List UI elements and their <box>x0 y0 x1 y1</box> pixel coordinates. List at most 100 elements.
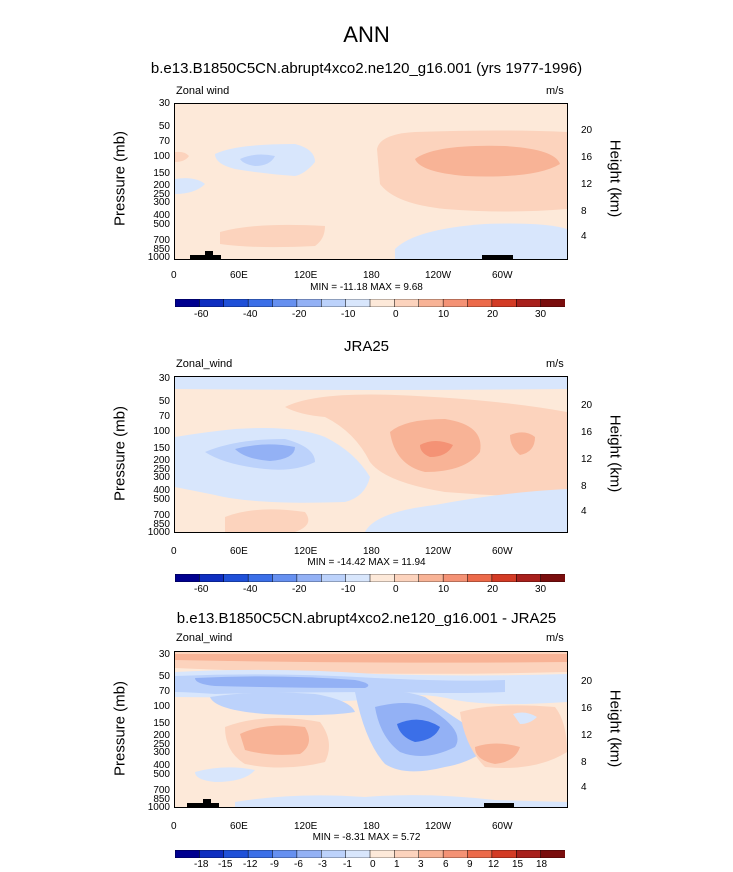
panel-2-y2tick-20: 20 <box>581 400 593 411</box>
colorbar-swatch <box>199 574 225 582</box>
panel-3-cb-label-n12: -12 <box>243 859 258 870</box>
panel-1-ytick-100: 100 <box>153 151 170 162</box>
colorbar-swatch <box>175 850 200 858</box>
panel-3-cb-label-15: 15 <box>512 859 524 870</box>
panel-2-colorbar <box>175 574 565 582</box>
panel-2-units: m/s <box>546 358 564 370</box>
panel-1-cb-label-n60: -60 <box>194 309 209 320</box>
panel-2-y2tick-12: 12 <box>581 454 593 465</box>
panel-3-left-label: Zonal_wind <box>176 632 233 644</box>
panel-1-cb-label-n10: -10 <box>341 309 356 320</box>
p3-blue-mid <box>210 692 355 716</box>
panel-3-xtick-180: 180 <box>363 821 380 832</box>
panel-3-ytick-500: 500 <box>153 769 170 780</box>
panel-1-xtick-60w: 60W <box>492 270 513 281</box>
panel-2-xtick-120e: 120E <box>294 546 318 557</box>
panel-2-xtick-60e: 60E <box>230 546 248 557</box>
panel-2-ytick-100: 100 <box>153 426 170 437</box>
panel-3-cb-label-0: 0 <box>370 859 376 870</box>
colorbar-swatch <box>491 574 517 582</box>
panel-3-ytick-30: 30 <box>158 649 170 660</box>
p3-blue-band-3 <box>195 676 369 688</box>
panel-3-title: b.e13.B1850C5CN.abrupt4xco2.ne120_g16.00… <box>176 610 557 627</box>
panel-3-ytick-700: 700 <box>153 785 170 796</box>
panel-1-y2tick-8: 8 <box>581 206 587 217</box>
colorbar-swatch <box>418 850 444 858</box>
colorbar-swatch <box>321 574 347 582</box>
p1-blue-bottom <box>395 223 567 259</box>
panel-2-ytick-1000: 1000 <box>147 527 170 538</box>
panel-2-ylabel: Pressure (mb) <box>111 405 129 502</box>
colorbar-swatch <box>345 299 371 307</box>
p3-blue-low <box>195 767 255 782</box>
panel-1-xtick-60e: 60E <box>230 270 248 281</box>
panel-1-ytick-250: 250 <box>153 189 170 200</box>
colorbar-swatch <box>418 299 444 307</box>
colorbar-swatch <box>199 850 225 858</box>
panel-1-xtick-120e: 120E <box>294 270 318 281</box>
colorbar-swatch <box>175 574 200 582</box>
panel-2-y2tick-16: 16 <box>581 427 593 438</box>
colorbar-swatch <box>540 574 565 582</box>
panel-1-ytick-700: 700 <box>153 235 170 246</box>
colorbar-swatch <box>394 574 420 582</box>
p2-red-right <box>510 432 535 455</box>
panel-1-cb-label-n20: -20 <box>292 309 307 320</box>
panel-3-y2tick-20: 20 <box>581 676 593 687</box>
colorbar-swatch <box>516 574 542 582</box>
panel-2-ytick-50: 50 <box>158 396 170 407</box>
p1-blue-low <box>175 178 205 194</box>
panel-2-ytick-30: 30 <box>158 373 170 384</box>
panel-2-ytick-850: 850 <box>153 519 170 530</box>
panel-3-cb-label-n18: -18 <box>194 859 209 870</box>
panel-3-cb-label-18: 18 <box>536 859 548 870</box>
colorbar-swatch <box>223 850 249 858</box>
panel-1-plot <box>174 103 568 260</box>
colorbar-swatch <box>369 574 395 582</box>
panel-3-cb-label-12: 12 <box>488 859 500 870</box>
colorbar-swatch <box>467 299 493 307</box>
panel-2-y2label: Height (km) <box>606 414 624 493</box>
p2-red-low <box>225 509 309 532</box>
panel-3-y2tick-12: 12 <box>581 730 593 741</box>
colorbar-swatch <box>516 850 542 858</box>
panel-2-cb-label-n40: -40 <box>243 584 258 595</box>
colorbar-swatch <box>540 299 565 307</box>
panel-1-cb-label-30: 30 <box>535 309 547 320</box>
panel-3-ytick-300: 300 <box>153 747 170 758</box>
panel-2-xtick-0: 0 <box>171 546 177 557</box>
colorbar-swatch <box>321 299 347 307</box>
colorbar-swatch <box>540 850 565 858</box>
panel-2-xtick-60w: 60W <box>492 546 513 557</box>
panel-1-cb-label-20: 20 <box>487 309 499 320</box>
panel-2-ytick-70: 70 <box>158 411 170 422</box>
panel-2-ytick-250: 250 <box>153 464 170 475</box>
panel-1-ytick-850: 850 <box>153 244 170 255</box>
panel-1-ytick-1000: 1000 <box>147 252 170 263</box>
p3-topo-1 <box>187 799 219 807</box>
panel-2-cb-label-20: 20 <box>487 584 499 595</box>
colorbar-swatch <box>296 850 322 858</box>
panel-3-cb-label-9: 9 <box>467 859 473 870</box>
panel-1-y2tick-12: 12 <box>581 179 593 190</box>
colorbar-swatch <box>223 574 249 582</box>
p2-blue-strong <box>235 444 295 461</box>
panel-2-cb-label-n60: -60 <box>194 584 209 595</box>
panel-3-ytick-150: 150 <box>153 718 170 729</box>
panel-2-cb-label-n10: -10 <box>341 584 356 595</box>
panel-1-y2tick-20: 20 <box>581 125 593 136</box>
panel-3-xtick-60w: 60W <box>492 821 513 832</box>
panel-1-xtick-180: 180 <box>363 270 380 281</box>
colorbar-swatch <box>296 299 322 307</box>
p3-red-right <box>460 705 567 768</box>
panel-3-xtick-120w: 120W <box>425 821 452 832</box>
panel-2-title: JRA25 <box>343 338 390 355</box>
panel-3-ytick-1000: 1000 <box>147 802 170 813</box>
panel-2-plot <box>174 376 568 533</box>
panel-1-cb-label-n40: -40 <box>243 309 258 320</box>
panel-3-xtick-60e: 60E <box>230 821 248 832</box>
colorbar-swatch <box>369 850 395 858</box>
panel-2-cb-label-n20: -20 <box>292 584 307 595</box>
p1-topo-2 <box>482 255 513 259</box>
panel-3-ylabel: Pressure (mb) <box>111 680 129 777</box>
